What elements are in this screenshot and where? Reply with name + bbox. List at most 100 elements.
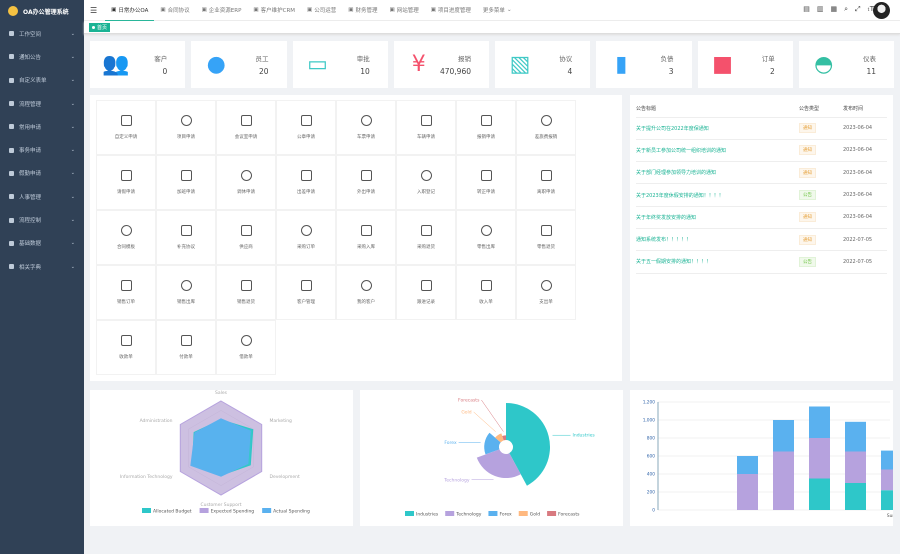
- hamburger-icon[interactable]: ☰: [90, 5, 98, 15]
- app-shortcut[interactable]: 收款单: [96, 320, 156, 375]
- legend-label[interactable]: Actual Spending: [273, 509, 310, 515]
- app-shortcut[interactable]: 借款单: [216, 320, 276, 375]
- app-shortcut[interactable]: 离职申请: [516, 155, 576, 210]
- folder-icon[interactable]: ▦: [830, 5, 838, 13]
- legend-swatch[interactable]: [142, 508, 151, 513]
- stat-card[interactable]: ▧ 协议 4: [495, 41, 591, 88]
- legend-swatch[interactable]: [405, 511, 414, 516]
- legend-swatch[interactable]: [199, 508, 209, 513]
- stat-card[interactable]: ◓ 仪表 11: [798, 41, 894, 88]
- app-shortcut[interactable]: 销售出库: [156, 265, 216, 320]
- notice-row[interactable]: 关于新员工参加公司统一组织培训的通知 通知 2023-06-04: [636, 139, 887, 163]
- legend-swatch[interactable]: [445, 511, 455, 516]
- bar-segment[interactable]: [881, 469, 900, 491]
- app-shortcut[interactable]: 销售订单: [96, 265, 156, 320]
- pie-slice[interactable]: [484, 432, 501, 455]
- pie-slice[interactable]: [476, 449, 521, 479]
- bar-segment[interactable]: [809, 438, 830, 479]
- notice-row[interactable]: 关于部门经理参加领导力培训的通知 通知 2023-06-04: [636, 161, 887, 185]
- bar-segment[interactable]: [737, 474, 758, 510]
- legend-label[interactable]: Gold: [530, 512, 540, 518]
- legend-label[interactable]: Industries: [416, 512, 439, 518]
- notice-row[interactable]: 通知系统发布！！！！！ 通知 2022-07-05: [636, 228, 887, 252]
- stat-card[interactable]: ▮ 负债 3: [596, 41, 692, 88]
- sidebar-item[interactable]: 通知公告 ⌄: [0, 45, 84, 68]
- topnav-item[interactable]: ▣ 企业资源ERP: [196, 0, 248, 21]
- app-shortcut[interactable]: 付款单: [156, 320, 216, 375]
- app-shortcut[interactable]: 差旅费报销: [516, 100, 576, 155]
- bar-segment[interactable]: [845, 483, 866, 510]
- notice-title-link[interactable]: 关于提升公司在2022年度保通知: [636, 117, 799, 140]
- sidebar-item[interactable]: 常用申请 ⌄: [0, 115, 84, 138]
- stat-card[interactable]: ● 员工 20: [191, 41, 287, 88]
- notice-row[interactable]: 关于年终奖发放安排的通知 通知 2023-06-04: [636, 206, 887, 229]
- document-icon[interactable]: ▤: [803, 5, 810, 13]
- app-shortcut[interactable]: 公章申请: [276, 100, 336, 155]
- app-shortcut[interactable]: 车票申请: [336, 100, 396, 155]
- sidebar-item[interactable]: 流程管理 ⌄: [0, 92, 84, 115]
- sidebar-item[interactable]: 基础数据 ⌄: [0, 232, 84, 255]
- bar-segment[interactable]: [773, 451, 794, 511]
- app-shortcut[interactable]: 收入单: [456, 265, 516, 320]
- notice-title-link[interactable]: 关于年终奖发放安排的通知: [636, 206, 799, 229]
- avatar[interactable]: [873, 2, 890, 19]
- bar-segment[interactable]: [845, 451, 866, 484]
- app-shortcut[interactable]: 跟进记录: [396, 265, 456, 320]
- app-shortcut[interactable]: 加班申请: [156, 155, 216, 210]
- app-shortcut[interactable]: 销售退货: [216, 265, 276, 320]
- stat-card[interactable]: ■ 订单 2: [697, 41, 793, 88]
- legend-swatch[interactable]: [488, 511, 498, 516]
- legend-label[interactable]: Forex: [499, 512, 512, 518]
- bar-segment[interactable]: [809, 406, 830, 439]
- pie-slice[interactable]: [502, 435, 506, 441]
- notice-row[interactable]: 关于2023年度休假安排的通知！！！！ 公告 2023-06-04: [636, 183, 887, 207]
- notice-title-link[interactable]: 关于部门经理参加领导力培训的通知: [636, 161, 799, 185]
- sidebar-item[interactable]: 相关字典 ⌄: [0, 255, 84, 278]
- sidebar-item[interactable]: 流程控制 ⌄: [0, 208, 84, 231]
- tag-home[interactable]: 首页: [89, 23, 111, 32]
- legend-swatch[interactable]: [518, 511, 528, 516]
- sidebar-item[interactable]: 工作空间 ⌄: [0, 22, 84, 45]
- notice-title-link[interactable]: 关于新员工参加公司统一组织培训的通知: [636, 139, 799, 163]
- app-shortcut[interactable]: 采购订单: [276, 210, 336, 265]
- font-size-icon[interactable]: ₜT: [867, 5, 874, 13]
- bar-segment[interactable]: [881, 490, 900, 510]
- sidebar-item[interactable]: 人事管理 ⌄: [0, 185, 84, 208]
- notice-row[interactable]: 关于五一假期安排的通知！！！！ 公告 2022-07-05: [636, 250, 887, 274]
- app-shortcut[interactable]: 补充协议: [156, 210, 216, 265]
- app-shortcut[interactable]: 零售退货: [516, 210, 576, 265]
- legend-swatch[interactable]: [262, 508, 272, 513]
- app-shortcut[interactable]: 报销申请: [456, 100, 516, 155]
- topnav-item[interactable]: ▣ 网站管理: [383, 0, 424, 21]
- app-shortcut[interactable]: 零售出库: [456, 210, 516, 265]
- topnav-item[interactable]: ▣ 项目进度管理: [425, 0, 477, 21]
- bar-segment[interactable]: [773, 420, 794, 452]
- topnav-item[interactable]: ▣ 日常办公OA: [105, 0, 155, 21]
- app-shortcut[interactable]: 入职登记: [396, 155, 456, 210]
- search-icon[interactable]: ⌕: [844, 5, 849, 13]
- topnav-item[interactable]: ▣ 合同协议: [154, 0, 195, 21]
- app-shortcut[interactable]: 调休申请: [216, 155, 276, 210]
- notice-row[interactable]: 关于提升公司在2022年度保通知 通知 2023-06-04: [636, 117, 887, 140]
- app-shortcut[interactable]: 会议室申请: [216, 100, 276, 155]
- app-shortcut[interactable]: 转正申请: [456, 155, 516, 210]
- sidebar-item[interactable]: 自定义表单 ⌄: [0, 69, 84, 92]
- app-logo[interactable]: OA办公管理系统: [0, 0, 84, 22]
- app-shortcut[interactable]: 合同模板: [96, 210, 156, 265]
- app-shortcut[interactable]: 外出申请: [336, 155, 396, 210]
- app-shortcut[interactable]: 支出单: [516, 265, 576, 320]
- notice-title-link[interactable]: 关于五一假期安排的通知！！！！: [636, 250, 799, 274]
- bar-segment[interactable]: [881, 450, 900, 470]
- notice-title-link[interactable]: 通知系统发布！！！！！: [636, 228, 799, 252]
- app-shortcut[interactable]: 采购入库: [336, 210, 396, 265]
- app-shortcut[interactable]: 请假申请: [96, 155, 156, 210]
- bar-segment[interactable]: [737, 456, 758, 474]
- bar-segment[interactable]: [845, 421, 866, 452]
- app-shortcut[interactable]: 自定义申请: [96, 100, 156, 155]
- topnav-item[interactable]: ▣ 财务管理: [342, 0, 383, 21]
- legend-label[interactable]: Forecasts: [558, 512, 580, 518]
- stat-card[interactable]: ▭ 审批 10: [292, 41, 388, 88]
- notice-title-link[interactable]: 关于2023年度休假安排的通知！！！！: [636, 183, 799, 207]
- app-shortcut[interactable]: 采购退货: [396, 210, 456, 265]
- app-shortcut[interactable]: 我的客户: [336, 265, 396, 320]
